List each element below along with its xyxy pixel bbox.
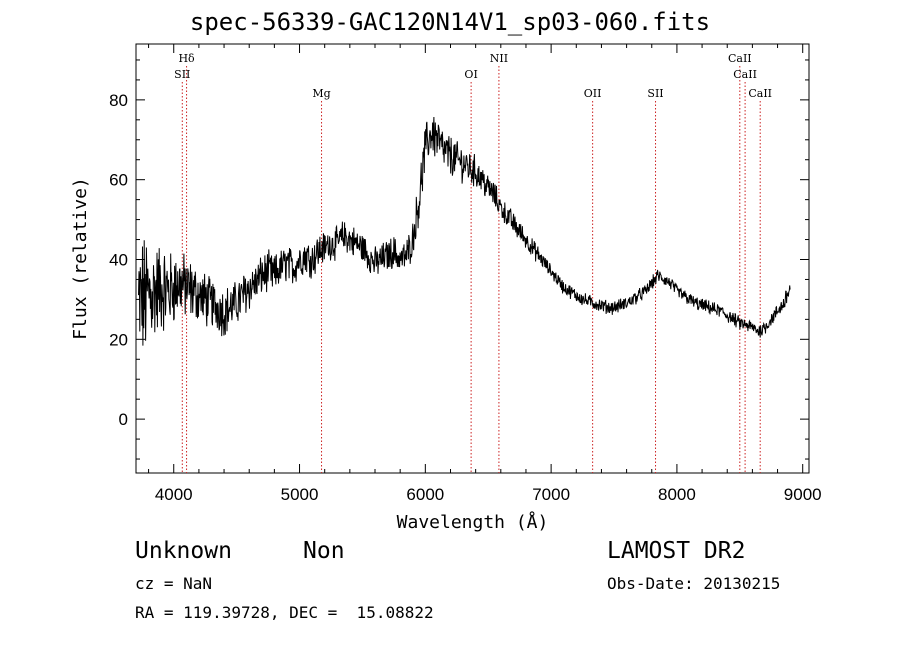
observation-date: Obs-Date: 20130215 bbox=[607, 574, 781, 593]
x-tick-label: 5000 bbox=[281, 485, 319, 504]
line-marker-label: OI bbox=[464, 68, 477, 81]
plot-frame bbox=[135, 43, 810, 474]
line-marker-label: CaII bbox=[733, 68, 757, 81]
chart-title: spec-56339-GAC120N14V1_sp03-060.fits bbox=[189, 8, 711, 36]
line-marker-label: Mg bbox=[312, 87, 330, 100]
y-tick-label: 0 bbox=[119, 410, 128, 429]
line-marker-label: CaII bbox=[728, 52, 752, 65]
line-marker-label: OII bbox=[584, 87, 602, 100]
y-tick-label: 80 bbox=[109, 91, 128, 110]
x-tick-label: 7000 bbox=[532, 485, 570, 504]
x-tick-label: 8000 bbox=[658, 485, 696, 504]
x-axis-label: Wavelength (Å) bbox=[397, 511, 549, 533]
axis-ticks: 4000 5000 6000 7000 8000 9000 0 20 40 60 80 bbox=[109, 44, 822, 504]
line-marker-label: Hδ bbox=[178, 52, 195, 65]
ra-dec-coordinates: RA = 119.39728, DEC = 15.08822 bbox=[135, 603, 434, 622]
x-tick-label: 6000 bbox=[406, 485, 444, 504]
y-tick-label: 20 bbox=[109, 330, 128, 349]
line-marker-label: SII bbox=[647, 87, 663, 100]
x-tick-label: 9000 bbox=[784, 485, 822, 504]
y-axis-label: Flux (relative) bbox=[70, 177, 91, 340]
y-tick-label: 60 bbox=[109, 171, 128, 190]
line-markers: Hδ SII Mg OI NII OII SII CaII CaII CaII bbox=[174, 52, 772, 473]
line-marker-label: NII bbox=[490, 52, 508, 65]
x-tick-label: 4000 bbox=[155, 485, 193, 504]
spectrum-line bbox=[138, 116, 791, 346]
redshift-cz: cz = NaN bbox=[135, 574, 213, 593]
line-marker-label: CaII bbox=[748, 87, 772, 100]
line-marker-label: SII bbox=[174, 68, 190, 81]
object-subclass: Non bbox=[303, 538, 345, 564]
y-tick-label: 40 bbox=[109, 250, 128, 269]
survey-name: LAMOST DR2 bbox=[607, 538, 746, 564]
object-class: Unknown bbox=[135, 538, 232, 564]
